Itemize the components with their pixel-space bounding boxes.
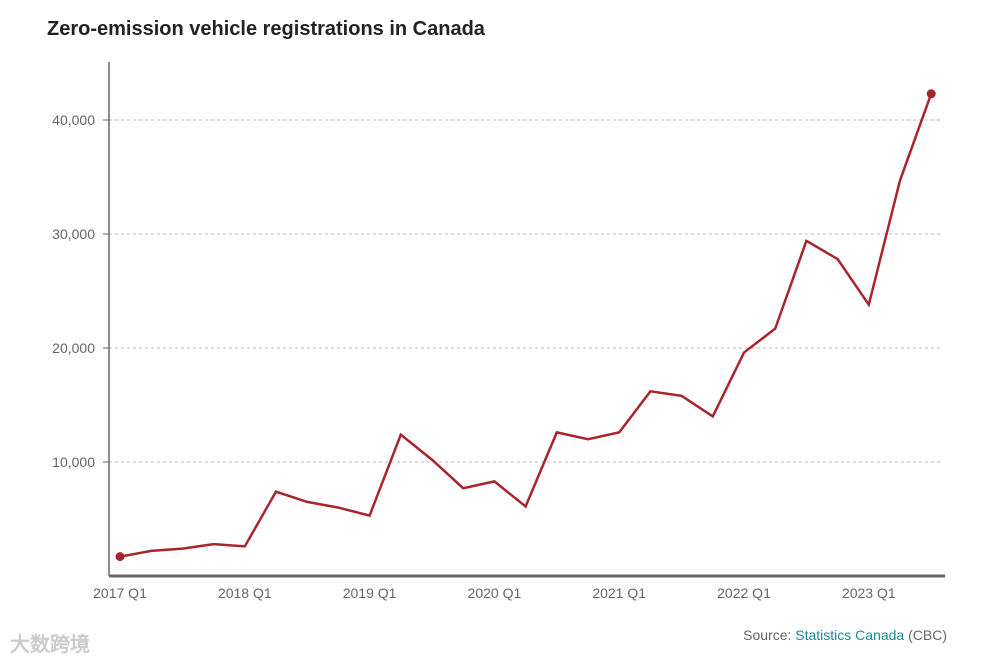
- data-point: [115, 552, 125, 562]
- watermark-logo: 大数跨境: [10, 634, 90, 656]
- y-tick-label: 20,000: [52, 340, 95, 356]
- x-tick-label: 2018 Q1: [218, 585, 272, 601]
- x-tick-label: 2021 Q1: [592, 585, 646, 601]
- source-link[interactable]: Statistics Canada: [795, 627, 905, 643]
- x-tick-label: 2022 Q1: [717, 585, 771, 601]
- source-prefix: Source:: [743, 627, 796, 643]
- source-note: Source: Statistics Canada (CBC): [743, 627, 947, 643]
- x-tick-label: 2019 Q1: [343, 585, 397, 601]
- source-suffix: (CBC): [904, 627, 947, 643]
- series-line: [119, 93, 933, 558]
- y-tick-label: 10,000: [52, 454, 95, 470]
- x-tick-label: 2023 Q1: [842, 585, 896, 601]
- x-tick-label: 2017 Q1: [93, 585, 147, 601]
- x-tick-label: 2020 Q1: [468, 585, 522, 601]
- y-tick-label: 30,000: [52, 226, 95, 242]
- y-tick-label: 40,000: [52, 112, 95, 128]
- chart-title: Zero-emission vehicle registrations in C…: [47, 18, 485, 40]
- data-point: [926, 89, 936, 99]
